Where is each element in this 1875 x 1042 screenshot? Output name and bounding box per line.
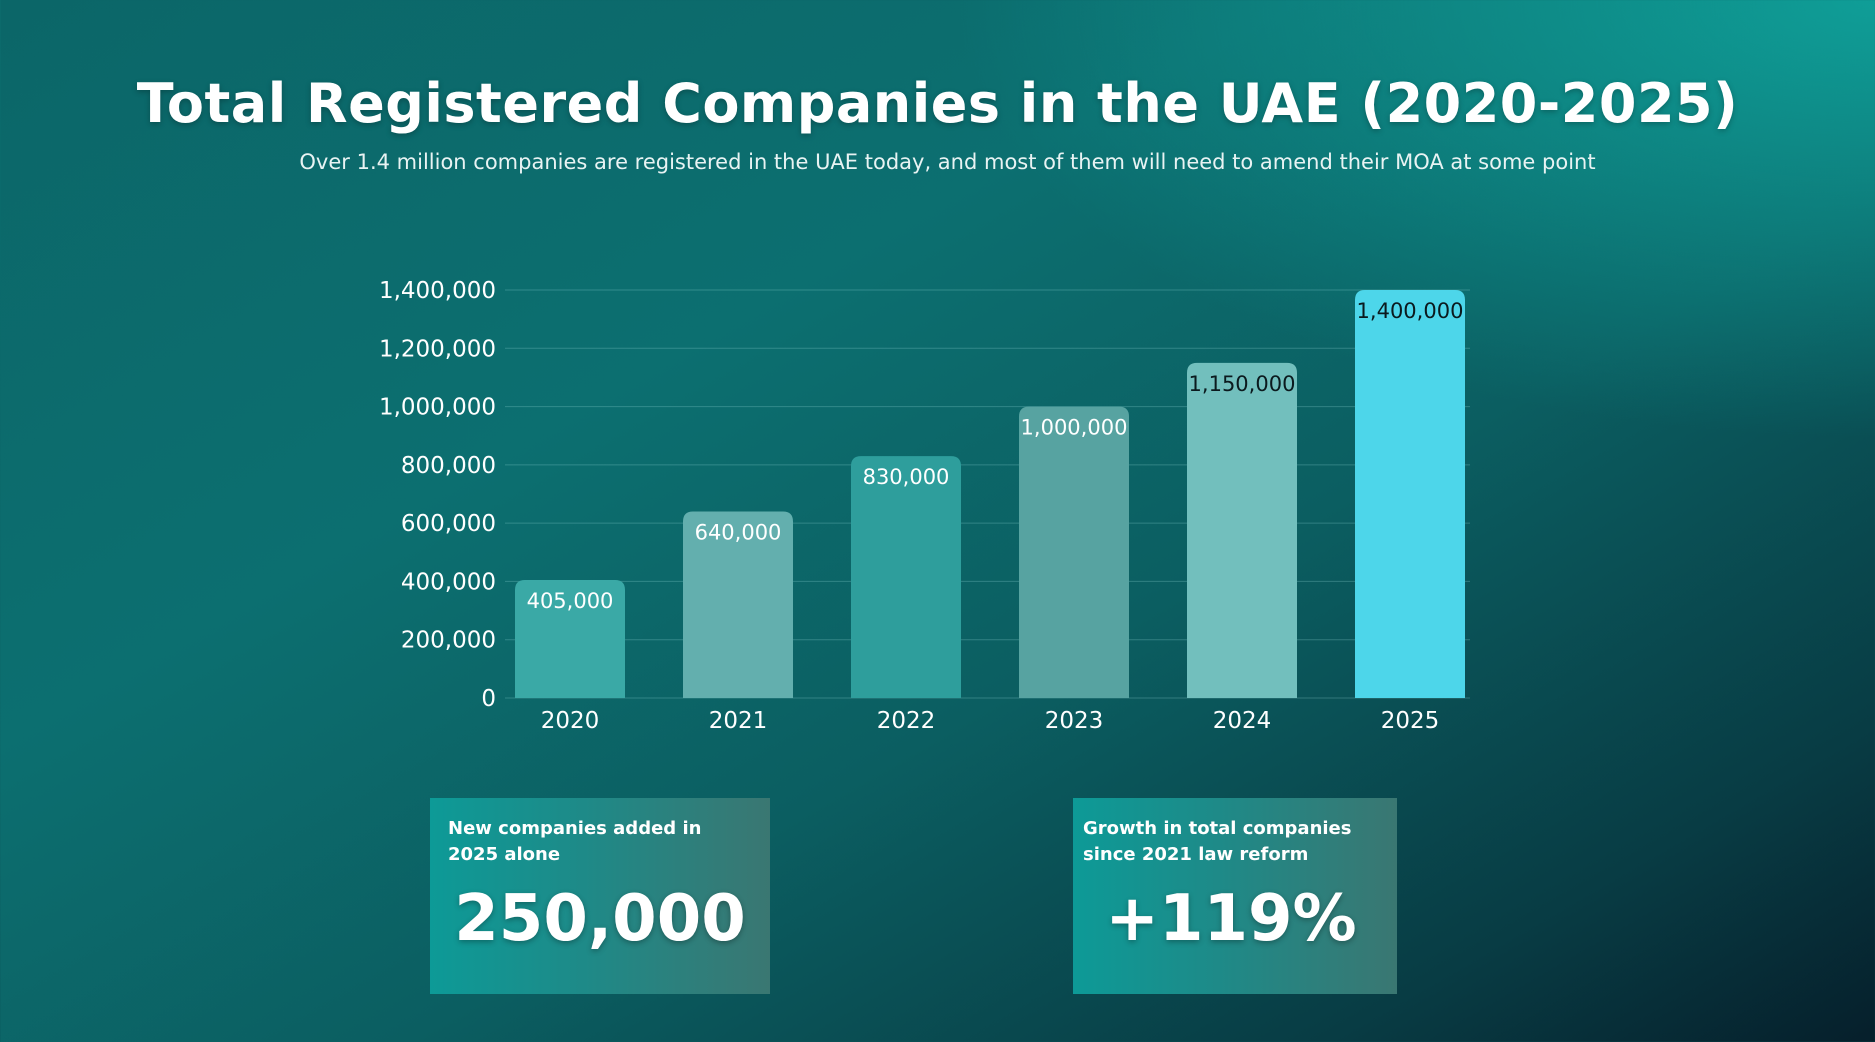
- page-title: Total Registered Companies in the UAE (2…: [136, 72, 1739, 135]
- x-tick-label: 2020: [541, 708, 600, 734]
- stat-card-label: Growth in total companies since 2021 law…: [1083, 818, 1352, 865]
- bar-2023: [1019, 406, 1129, 698]
- gridlines: [505, 289, 1470, 699]
- bar-2021: [683, 511, 793, 698]
- bars: 405,000 640,000 830,000 1,000,000 1,150,000 1…: [515, 290, 1465, 698]
- y-tick-label: 600,000: [401, 511, 496, 537]
- x-tick-label: 2021: [709, 708, 768, 734]
- bar-2024: [1187, 362, 1297, 698]
- y-tick-label: 1,000,000: [379, 395, 496, 421]
- stat-card-growth: Growth in total companies since 2021 law…: [1073, 798, 1397, 994]
- y-tick-label: 400,000: [401, 569, 496, 595]
- y-tick-label: 1,400,000: [379, 278, 496, 304]
- bar-2020: [515, 579, 625, 698]
- y-tick-label: 200,000: [401, 628, 496, 654]
- stat-card-value: +119%: [1105, 882, 1357, 956]
- x-tick-label: 2024: [1213, 708, 1272, 734]
- bar-value-label: 1,150,000: [1189, 372, 1296, 396]
- x-axis-ticks: 2020 2021 2022 2023 2024 2025: [541, 708, 1440, 734]
- stat-card-new-companies: New companies added in 2025 alone 250,00…: [430, 798, 770, 994]
- bar-value-label: 830,000: [863, 465, 950, 489]
- bar-2025: [1355, 290, 1465, 698]
- page-subtitle: Over 1.4 million companies are registere…: [299, 150, 1596, 174]
- y-tick-label: 0: [481, 686, 496, 712]
- bar-2022: [851, 456, 961, 698]
- x-tick-label: 2025: [1381, 708, 1440, 734]
- x-tick-label: 2023: [1045, 708, 1104, 734]
- bar-value-label: 1,400,000: [1357, 299, 1464, 323]
- bar-value-label: 1,000,000: [1021, 416, 1128, 440]
- bar-value-label: 405,000: [527, 589, 614, 613]
- x-tick-label: 2022: [877, 708, 936, 734]
- y-tick-label: 800,000: [401, 453, 496, 479]
- bar-chart: 0 200,000 400,000 600,000 800,000 1,000,000 1,…: [379, 278, 1470, 734]
- y-axis-ticks: 0 200,000 400,000 600,000 800,000 1,000,000 1,…: [379, 278, 496, 712]
- stat-card-label: New companies added in 2025 alone: [448, 818, 702, 865]
- y-tick-label: 1,200,000: [379, 336, 496, 362]
- stat-card-value: 250,000: [454, 882, 746, 956]
- bar-value-label: 640,000: [695, 520, 782, 544]
